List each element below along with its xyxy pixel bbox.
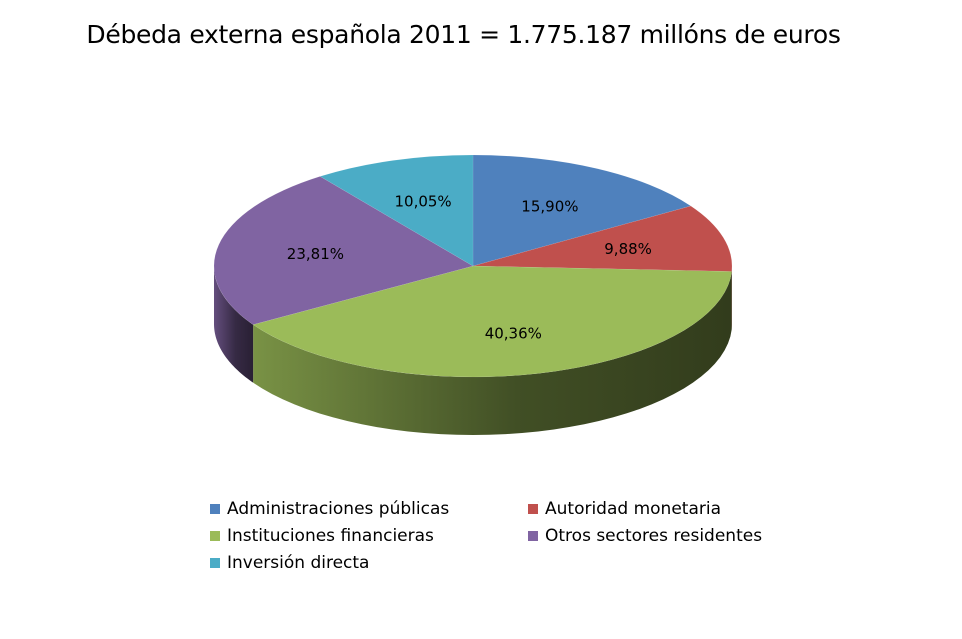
legend-label-0: Administraciones públicas (227, 498, 450, 519)
data-label-1: 9,88% (604, 240, 652, 258)
legend-label-4: Inversión directa (227, 552, 370, 573)
pie-labels: 15,90% 9,88% 40,36% 23,81% 10,05% (287, 193, 652, 343)
pie-slice-3 (213, 176, 474, 325)
legend-swatch-3 (528, 530, 538, 541)
legend-label-3: Otros sectores residentes (545, 525, 763, 546)
data-label-0: 15,90% (521, 198, 578, 216)
legend: Administraciones públicas Autoridad monet… (210, 497, 790, 574)
legend-item-1: Autoridad monetaria (528, 497, 790, 520)
legend-item-3: Otros sectores residentes (528, 524, 790, 547)
legend-label-2: Instituciones financieras (227, 525, 434, 546)
pie-top (213, 154, 733, 378)
legend-item-2: Instituciones financieras (210, 524, 528, 547)
pie-side-2 (253, 271, 732, 435)
legend-swatch-0 (210, 503, 220, 514)
pie-side-3 (214, 266, 254, 383)
pie-slice-1 (472, 205, 733, 272)
data-label-2: 40,36% (485, 325, 542, 343)
data-label-4: 10,05% (394, 193, 451, 211)
pie-slice-4 (319, 154, 474, 267)
legend-label-1: Autoridad monetaria (545, 498, 721, 519)
data-label-3: 23,81% (287, 245, 344, 263)
pie-sides (214, 266, 732, 435)
pie-slice-0 (472, 154, 692, 267)
legend-item-0: Administraciones públicas (210, 497, 528, 520)
legend-swatch-4 (210, 557, 220, 568)
legend-swatch-2 (210, 530, 220, 541)
legend-item-4: Inversión directa (210, 551, 528, 574)
legend-swatch-1 (528, 503, 538, 514)
pie-slice-2 (252, 265, 732, 378)
chart-title: Débeda externa española 2011 = 1.775.187… (86, 20, 841, 49)
